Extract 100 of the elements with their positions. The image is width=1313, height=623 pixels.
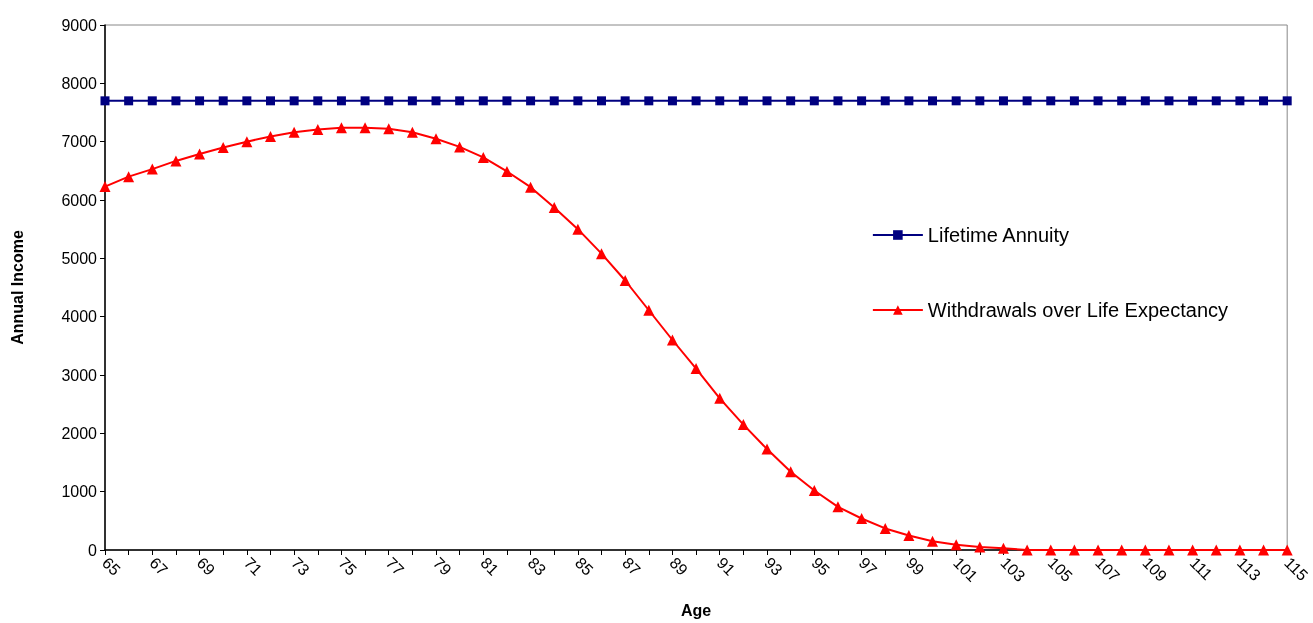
point bbox=[288, 126, 300, 138]
point bbox=[430, 133, 442, 145]
point bbox=[1234, 544, 1246, 556]
point bbox=[714, 392, 726, 404]
x-tick-label: 81 bbox=[477, 553, 502, 579]
point bbox=[620, 96, 630, 106]
point bbox=[856, 513, 868, 524]
point bbox=[950, 539, 962, 551]
point bbox=[335, 122, 347, 134]
point bbox=[951, 96, 961, 106]
point bbox=[597, 96, 607, 106]
x-tick-label: 111 bbox=[1186, 553, 1216, 584]
point bbox=[691, 96, 701, 106]
point bbox=[809, 96, 819, 106]
point bbox=[1258, 544, 1270, 556]
legend-label: Withdrawals over Life Expectancy bbox=[927, 299, 1229, 321]
point bbox=[147, 96, 157, 106]
x-tick-label: 69 bbox=[193, 553, 219, 579]
point bbox=[761, 443, 773, 455]
x-tick-label: 115 bbox=[1281, 553, 1312, 585]
point bbox=[1045, 544, 1057, 556]
point bbox=[715, 96, 725, 106]
point bbox=[1282, 96, 1292, 106]
point bbox=[123, 171, 135, 183]
point bbox=[643, 304, 655, 316]
point bbox=[407, 96, 417, 106]
point bbox=[904, 96, 914, 106]
point bbox=[218, 96, 228, 106]
point bbox=[1211, 96, 1221, 106]
y-tick-label: 0 bbox=[88, 541, 98, 559]
x-tick-label: 73 bbox=[288, 553, 313, 579]
point bbox=[928, 96, 938, 106]
point bbox=[974, 541, 986, 553]
point bbox=[384, 96, 394, 106]
point bbox=[100, 96, 110, 106]
point bbox=[997, 542, 1009, 554]
point bbox=[289, 96, 299, 106]
x-tick-label: 67 bbox=[146, 553, 171, 579]
x-axis-title: Age bbox=[680, 601, 712, 619]
x-tick-label: 109 bbox=[1139, 553, 1171, 585]
x-tick-label: 103 bbox=[997, 553, 1029, 585]
point bbox=[786, 96, 796, 106]
x-tick-label: 75 bbox=[335, 553, 361, 579]
y-tick-label: 2000 bbox=[61, 424, 98, 442]
legend-label: Lifetime Annuity bbox=[927, 224, 1070, 246]
point bbox=[1021, 544, 1033, 556]
point bbox=[690, 363, 702, 375]
y-tick-label: 3000 bbox=[61, 366, 98, 384]
point bbox=[1210, 544, 1222, 556]
point bbox=[124, 96, 134, 106]
point bbox=[857, 96, 867, 106]
point bbox=[501, 165, 513, 177]
point bbox=[406, 126, 418, 138]
y-tick-label: 5000 bbox=[61, 249, 98, 267]
point bbox=[526, 96, 536, 106]
x-tick-label: 87 bbox=[619, 553, 644, 579]
point bbox=[454, 141, 466, 153]
point bbox=[1068, 544, 1080, 556]
point bbox=[573, 96, 583, 106]
point bbox=[336, 96, 346, 106]
point bbox=[619, 275, 631, 286]
point bbox=[313, 96, 323, 106]
x-tick-label: 93 bbox=[761, 553, 786, 579]
point bbox=[548, 202, 560, 214]
x-tick-label: 91 bbox=[713, 553, 739, 579]
point bbox=[194, 148, 206, 160]
point bbox=[1187, 544, 1199, 556]
x-tick-label: 105 bbox=[1044, 553, 1076, 585]
point bbox=[762, 96, 772, 106]
point bbox=[171, 96, 181, 106]
point bbox=[1259, 96, 1269, 106]
y-tick-label: 1000 bbox=[61, 483, 98, 501]
point bbox=[1164, 96, 1174, 106]
point bbox=[217, 142, 229, 153]
point bbox=[383, 123, 395, 135]
point bbox=[1235, 96, 1245, 106]
point bbox=[1093, 96, 1103, 106]
point bbox=[99, 181, 111, 193]
point bbox=[927, 535, 939, 547]
point bbox=[455, 96, 465, 106]
point bbox=[737, 419, 749, 431]
point bbox=[1117, 96, 1127, 106]
point bbox=[1046, 96, 1056, 106]
point bbox=[549, 96, 559, 106]
x-tick-label: 85 bbox=[571, 553, 597, 579]
point bbox=[146, 163, 158, 175]
x-tick-label: 101 bbox=[950, 553, 982, 585]
point bbox=[644, 96, 654, 106]
point bbox=[1188, 96, 1198, 106]
point bbox=[359, 122, 371, 134]
point bbox=[195, 96, 205, 106]
y-tick-label: 6000 bbox=[61, 191, 98, 209]
point bbox=[572, 223, 584, 235]
point bbox=[903, 529, 915, 541]
point bbox=[738, 96, 748, 106]
point bbox=[525, 181, 537, 193]
x-tick-label: 89 bbox=[666, 553, 692, 579]
point bbox=[808, 485, 820, 496]
point bbox=[667, 96, 677, 106]
x-tick-label: 99 bbox=[902, 553, 928, 579]
